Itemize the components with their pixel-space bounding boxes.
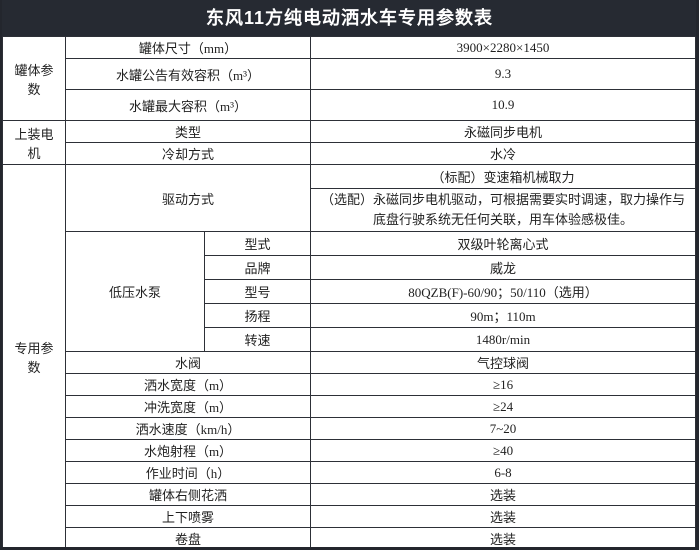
table-row: 洒水宽度（m） ≥16 <box>3 373 696 397</box>
param-label: 罐体尺寸（mm） <box>64 36 312 59</box>
table-row: 型号 80QZB(F)-60/90；50/110（选用） <box>3 279 696 305</box>
title-bar: 东风11方纯电动洒水车专用参数表 <box>2 0 696 36</box>
param-label: 卷盘 <box>64 527 312 547</box>
param-label: 冷却方式 <box>64 142 312 165</box>
param-label: 水罐最大容积（m³） <box>64 89 312 121</box>
param-sublabel: 扬程 <box>203 303 312 329</box>
table-row: 冲洗宽度（m） ≥24 <box>3 395 696 419</box>
table-row: 冷却方式 水冷 <box>3 142 696 165</box>
table-row: 专用参数 驱动方式 （标配）变速箱机械取力 <box>2 163 696 547</box>
param-value: 威龙 <box>310 255 696 281</box>
param-label: 水炮射程（m） <box>64 439 312 463</box>
param-value: ≥24 <box>310 395 696 419</box>
param-value: ≥16 <box>310 373 696 397</box>
param-label: 上下喷雾 <box>64 505 312 529</box>
param-label: 作业时间（h） <box>64 461 312 485</box>
spec-table: 罐体参数 罐体尺寸（mm） 3900×2280×1450 水罐公告有效容积（m³… <box>2 36 696 547</box>
param-sublabel: 品牌 <box>203 255 312 281</box>
param-sublabel: 转速 <box>203 327 312 353</box>
table-row: 作业时间（h） 6-8 <box>3 461 696 485</box>
param-label-pump: 低压水泵 <box>65 231 205 353</box>
table-row: 扬程 90m；110m <box>3 303 696 329</box>
table-row: 水阀 气控球阀 <box>3 351 696 375</box>
param-label: 冲洗宽度（m） <box>64 395 312 419</box>
param-label: 洒水速度（km/h） <box>64 417 312 441</box>
group-label-motor: 上装电机 <box>2 120 66 165</box>
param-label: 水阀 <box>64 351 312 375</box>
table-row: 上下喷雾 选装 <box>3 505 696 529</box>
param-value: 双级叶轮离心式 <box>310 231 696 257</box>
param-value: 6-8 <box>310 461 696 485</box>
param-label: 水罐公告有效容积（m³） <box>64 58 312 90</box>
param-label: 洒水宽度（m） <box>64 373 312 397</box>
param-value: 3900×2280×1450 <box>310 36 696 59</box>
param-value-drive-standard: （标配）变速箱机械取力 <box>310 164 696 189</box>
page-title: 东风11方纯电动洒水车专用参数表 <box>205 8 494 28</box>
param-value: 90m；110m <box>310 303 696 329</box>
table-row: 低压水泵 型式 双级叶轮离心式 <box>3 231 696 353</box>
param-value-drive-optional: （选配）永磁同步电机驱动，可根据需要实时调速，取力操作与底盘行驶系统无任何关联，… <box>310 187 696 233</box>
group-label-special: 专用参数 <box>2 163 66 547</box>
param-value: 选装 <box>310 505 696 529</box>
table-row: 卷盘 选装 <box>3 527 696 547</box>
param-value: ≥40 <box>310 439 696 463</box>
param-value: 选装 <box>310 483 696 507</box>
param-value: 选装 <box>310 527 696 547</box>
table-row: 水罐最大容积（m³） 10.9 <box>3 89 696 121</box>
param-label: 罐体右侧花洒 <box>64 483 312 507</box>
param-value: 水冷 <box>310 142 696 165</box>
table-row: 水炮射程（m） ≥40 <box>3 439 696 463</box>
param-value: 1480r/min <box>310 327 696 353</box>
param-sublabel: 型号 <box>203 279 312 305</box>
table-row: 水罐公告有效容积（m³） 9.3 <box>3 58 696 90</box>
param-value: 9.3 <box>310 58 696 90</box>
table-row: 洒水速度（km/h） 7~20 <box>3 417 696 441</box>
table-row: 罐体参数 罐体尺寸（mm） 3900×2280×1450 <box>2 36 696 121</box>
group-label-tank: 罐体参数 <box>2 36 66 121</box>
param-label-drive-mode: 驱动方式 <box>64 163 312 233</box>
table-row: （选配）永磁同步电机驱动，可根据需要实时调速，取力操作与底盘行驶系统无任何关联，… <box>3 187 696 233</box>
param-value: 7~20 <box>310 417 696 441</box>
param-value: 永磁同步电机 <box>310 120 696 143</box>
table-row: 上装电机 类型 永磁同步电机 <box>2 120 696 165</box>
param-value: 80QZB(F)-60/90；50/110（选用） <box>310 279 696 305</box>
table-row: 罐体右侧花洒 选装 <box>3 483 696 507</box>
table-row: 品牌 威龙 <box>3 255 696 281</box>
param-value: 气控球阀 <box>310 351 696 375</box>
param-label: 类型 <box>64 120 312 143</box>
param-value: 10.9 <box>310 89 696 121</box>
param-sublabel: 型式 <box>203 231 312 257</box>
